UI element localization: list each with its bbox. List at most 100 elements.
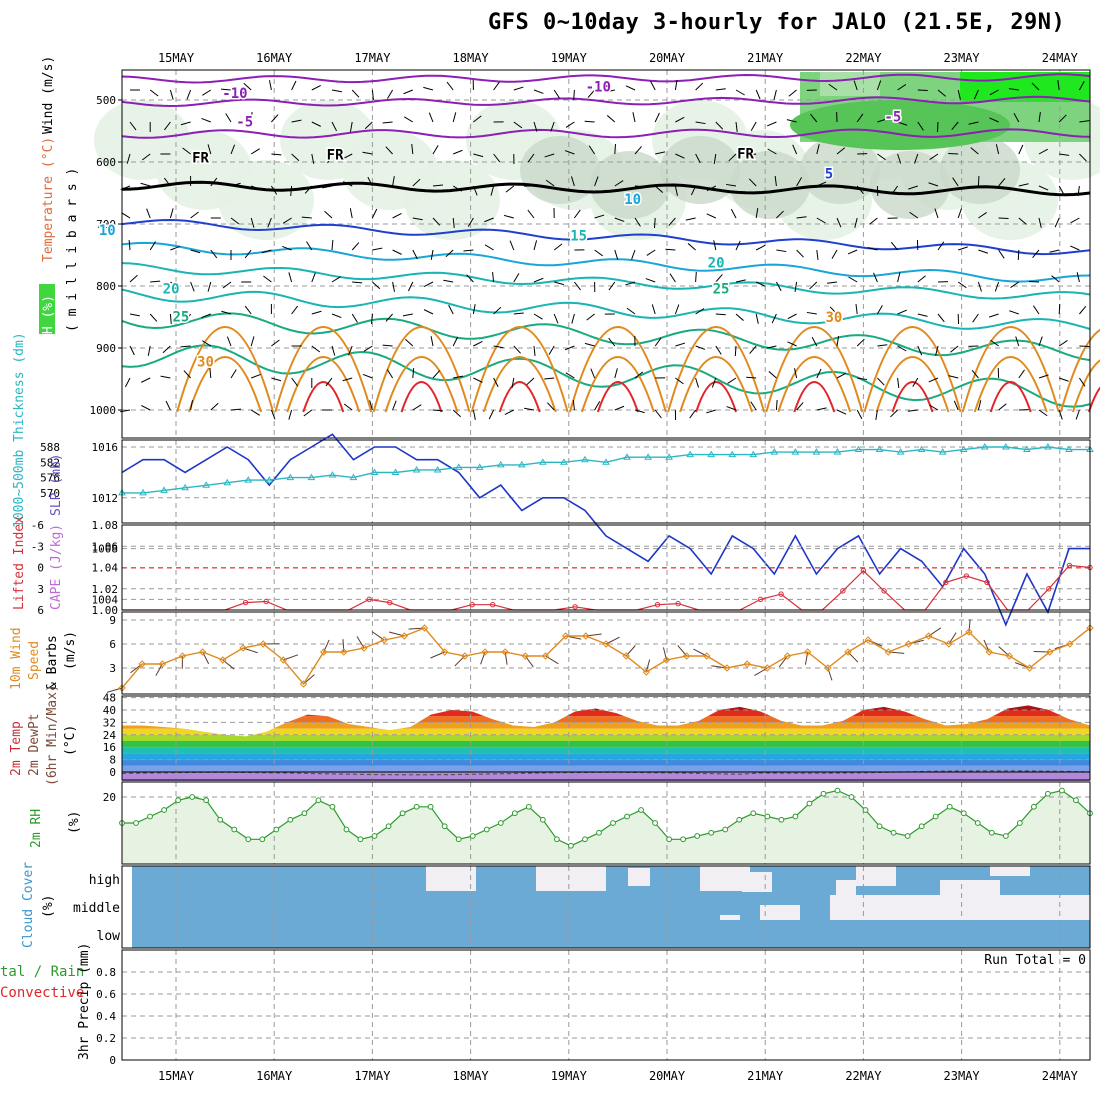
wind-barb bbox=[140, 377, 151, 383]
wind-barb bbox=[412, 404, 422, 411]
wind-speed-marker bbox=[279, 656, 288, 664]
wind-barb bbox=[654, 185, 664, 193]
wind-barb bbox=[351, 313, 358, 323]
wind-barb bbox=[876, 305, 883, 315]
cape-marker bbox=[572, 604, 578, 610]
rh-marker bbox=[511, 810, 518, 817]
rh-marker bbox=[469, 833, 476, 839]
wind-barb bbox=[1038, 217, 1042, 228]
wind-barb bbox=[371, 89, 374, 100]
surface-warm-contour bbox=[1059, 328, 1100, 413]
precip-axis-title: 3hr Precip (mm) bbox=[77, 943, 92, 1060]
surface-warm-contour bbox=[596, 381, 639, 413]
clear-sky-patch bbox=[856, 866, 896, 886]
thickness-marker bbox=[286, 473, 295, 481]
rh-marker bbox=[596, 829, 602, 836]
thickness-marker bbox=[791, 448, 800, 455]
cape-marker bbox=[984, 579, 990, 586]
wind-barb bbox=[977, 281, 982, 292]
wind-barb bbox=[190, 400, 193, 411]
surface-warm-contour bbox=[793, 381, 836, 413]
cape-ylabel: CAPE (J/kg) bbox=[49, 524, 64, 610]
wind-barb bbox=[950, 345, 959, 353]
rh-marker bbox=[385, 823, 392, 830]
cape-tick-label: 1.08 bbox=[92, 519, 119, 532]
wind-barb bbox=[129, 274, 138, 283]
contour-label: -5 bbox=[236, 115, 253, 131]
rh-shade-mid bbox=[520, 136, 600, 204]
wind-barb bbox=[750, 121, 757, 131]
wind-speed-marker bbox=[219, 656, 227, 664]
wind-barb bbox=[492, 272, 495, 283]
wind-barb bbox=[412, 217, 423, 221]
wind-barb bbox=[998, 178, 1006, 187]
rh-marker bbox=[974, 820, 981, 826]
wind-barb bbox=[250, 111, 253, 123]
surface-warm-contour bbox=[875, 356, 950, 413]
thickness-marker bbox=[223, 478, 232, 486]
wind-barb bbox=[750, 401, 757, 411]
rh-marker bbox=[1073, 797, 1079, 804]
wind-barb bbox=[369, 400, 373, 411]
wind-barb bbox=[311, 153, 315, 164]
wind-barb bbox=[584, 120, 595, 123]
wind-barb bbox=[897, 83, 907, 91]
temp-band bbox=[122, 710, 1090, 717]
y-tick-label: 500 bbox=[96, 94, 116, 107]
wind-barb bbox=[650, 80, 656, 91]
wind-barb bbox=[202, 89, 212, 96]
wind-barb bbox=[998, 249, 1005, 259]
rh-axis-title: 2m RH bbox=[29, 809, 44, 848]
clear-sky-patch bbox=[628, 868, 650, 886]
wind-barbs-upper bbox=[120, 79, 1090, 421]
wind-barb bbox=[371, 208, 378, 219]
wind-speed-marker bbox=[945, 640, 953, 648]
wind-barb bbox=[897, 345, 907, 352]
wind-barb bbox=[867, 247, 878, 251]
wind-barb bbox=[1017, 249, 1020, 261]
isotherm-contour bbox=[121, 128, 1091, 139]
wind-barb bbox=[816, 144, 820, 155]
wind-barb bbox=[625, 85, 636, 91]
wind-barb bbox=[222, 281, 232, 289]
isotherm-contour bbox=[121, 344, 1091, 408]
upper-ylabel: RH (%) Temperature (°C) Wind (m/s) bbox=[41, 56, 56, 342]
wind-barb bbox=[827, 281, 838, 284]
wind-barb bbox=[349, 208, 353, 219]
wind-tick-label: 3 bbox=[109, 662, 116, 675]
clear-sky-patch bbox=[426, 866, 476, 891]
wind-barb bbox=[509, 240, 515, 251]
wind-barb bbox=[392, 213, 402, 219]
surface-warm-contour bbox=[498, 381, 541, 413]
wind-barb bbox=[1075, 409, 1080, 420]
wind-barb bbox=[787, 313, 797, 320]
thickness-marker bbox=[1001, 443, 1010, 450]
wind-barb bbox=[788, 89, 797, 97]
wind-barb bbox=[473, 341, 483, 347]
wind-barb bbox=[291, 377, 299, 387]
wind-barb bbox=[271, 114, 279, 123]
temp-band bbox=[122, 722, 1090, 729]
wind-barb bbox=[382, 344, 393, 347]
wind-barb bbox=[816, 217, 826, 224]
wind-barb bbox=[856, 409, 863, 420]
wind-speed-marker bbox=[440, 648, 449, 656]
wind-barb bbox=[891, 185, 899, 195]
wind-barb bbox=[988, 313, 999, 318]
contour-label: 20 bbox=[163, 281, 180, 297]
wind-barb bbox=[876, 80, 882, 91]
surface-warm-contour bbox=[1071, 359, 1100, 413]
wind-speed-marker bbox=[602, 640, 610, 648]
rh-marker bbox=[904, 833, 911, 839]
wind-speed-marker bbox=[521, 652, 530, 660]
wind-barb bbox=[261, 249, 272, 254]
wind-barb bbox=[527, 153, 535, 163]
thickness-marker bbox=[602, 458, 610, 465]
wind-barb bbox=[169, 89, 174, 100]
wind-speed-line bbox=[121, 627, 1091, 689]
temp-band bbox=[122, 753, 1090, 760]
cape-marker bbox=[881, 588, 887, 594]
wind-speed-marker bbox=[178, 652, 187, 660]
wind-barb bbox=[251, 373, 261, 379]
temp-band bbox=[122, 747, 1090, 754]
